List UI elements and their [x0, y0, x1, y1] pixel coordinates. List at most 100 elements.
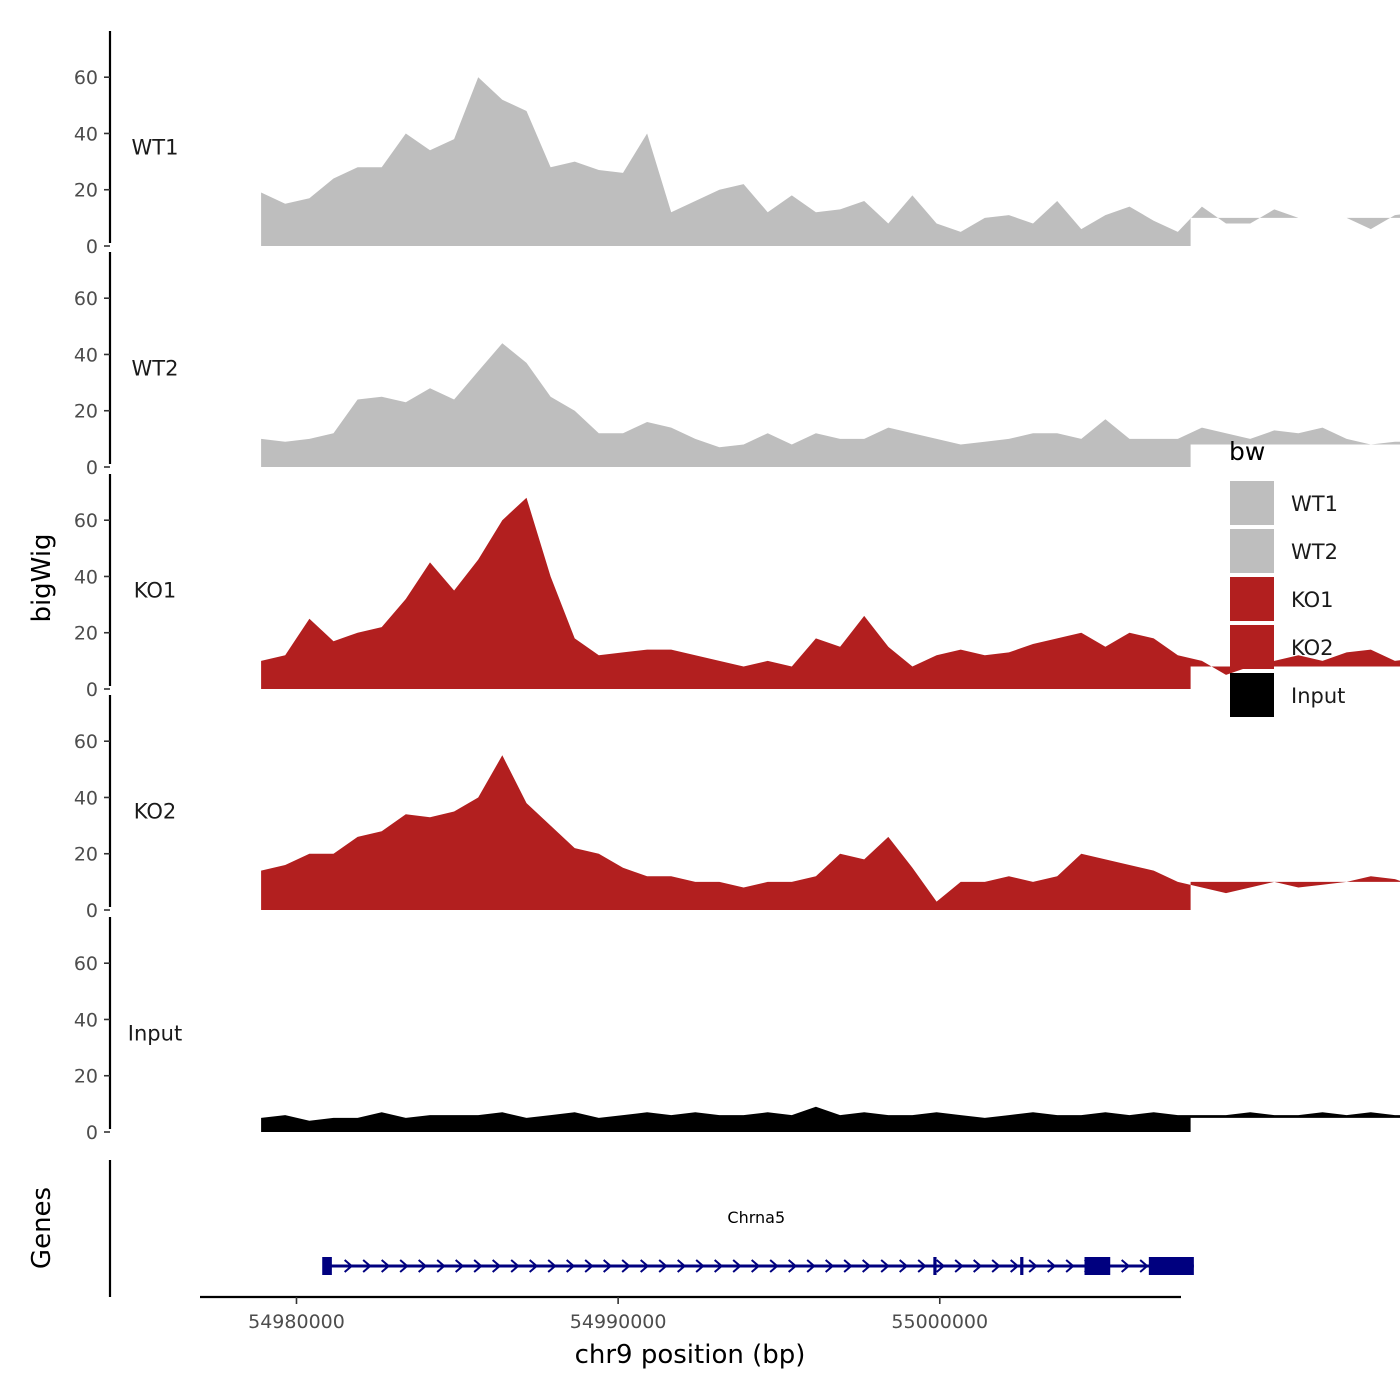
strand-chevron [862, 1259, 872, 1273]
strand-chevron [769, 1259, 779, 1273]
strand-chevron [973, 1259, 983, 1273]
strand-chevron [899, 1259, 909, 1273]
legend-swatch [1230, 481, 1274, 525]
x-axis-title: chr9 position (bp) [575, 1340, 806, 1370]
exon [322, 1257, 332, 1275]
y-tick-label: 60 [74, 731, 98, 753]
legend-title: bw [1229, 437, 1265, 466]
strand-chevron [492, 1259, 502, 1273]
strand-chevron [418, 1259, 428, 1273]
x-tick-label: 54990000 [570, 1311, 667, 1333]
strand-chevron [954, 1259, 964, 1273]
track-label: KO1 [134, 579, 177, 603]
track-wt1: 0 20 40 60 WT1 [74, 31, 1400, 258]
strand-chevron [880, 1259, 890, 1273]
strand-chevron [344, 1259, 354, 1273]
gene-label: Chrna5 [727, 1208, 785, 1227]
strand-chevron [788, 1259, 798, 1273]
strand-chevron [621, 1259, 631, 1273]
y-tick-label: 40 [74, 344, 98, 366]
track-ko1: 0 20 40 60 KO1 [74, 474, 1400, 701]
y-tick-label: 0 [86, 1122, 98, 1144]
legend: bw WT1 WT2 KO1 KO2 Input [1229, 437, 1345, 717]
exon [1148, 1257, 1194, 1275]
strand-chevron [566, 1259, 576, 1273]
strand-chevron [843, 1259, 853, 1273]
legend-swatch [1230, 577, 1274, 621]
legend-label: Input [1291, 684, 1345, 708]
area-wt2 [261, 343, 1400, 467]
y-tick-label: 20 [74, 844, 98, 866]
exon [933, 1257, 937, 1275]
y-axis-title: bigWig [27, 533, 57, 622]
strand-chevron [732, 1259, 742, 1273]
strand-chevron [399, 1259, 409, 1273]
x-axis: 54980000 54990000 55000000 [200, 1295, 1181, 1333]
y-tick-label: 20 [74, 623, 98, 645]
legend-entry: Input [1230, 673, 1345, 717]
track-label: KO2 [134, 800, 177, 824]
strand-chevron [381, 1259, 391, 1273]
strand-chevron [584, 1259, 594, 1273]
area-ko2 [261, 755, 1400, 910]
y-tick-label: 40 [74, 566, 98, 588]
strand-chevron [529, 1259, 539, 1273]
strand-chevron [473, 1259, 483, 1273]
legend-swatch [1230, 673, 1274, 717]
strand-chevron [547, 1259, 557, 1273]
strand-chevron [991, 1259, 1001, 1273]
strand-chevron [936, 1259, 946, 1273]
legend-label: KO2 [1291, 636, 1334, 660]
legend-label: KO1 [1291, 588, 1334, 612]
y-tick-label: 40 [74, 123, 98, 145]
track-label: WT2 [132, 357, 179, 381]
legend-label: WT2 [1291, 540, 1338, 564]
y-tick-label: 60 [74, 67, 98, 89]
legend-entry: WT2 [1230, 529, 1338, 573]
y-tick-label: 40 [74, 787, 98, 809]
strand-chevron [603, 1259, 613, 1273]
y-tick-label: 20 [74, 1066, 98, 1088]
strand-chevron [677, 1259, 687, 1273]
y-tick-label: 0 [86, 900, 98, 922]
strand-chevron [695, 1259, 705, 1273]
genes-track: Genes Chrna5 [27, 1160, 1194, 1297]
legend-swatch [1230, 625, 1274, 669]
strand-chevron [455, 1259, 465, 1273]
y-tick-label: 60 [74, 288, 98, 310]
strand-chevron [917, 1259, 927, 1273]
strand-chevron [1139, 1259, 1149, 1273]
strand-chevron [751, 1259, 761, 1273]
strand-chevron [714, 1259, 724, 1273]
strand-chevron [1028, 1259, 1038, 1273]
track-label: Input [128, 1022, 182, 1046]
y-tick-label: 0 [86, 679, 98, 701]
strand-chevron [510, 1259, 520, 1273]
strand-chevron [1010, 1259, 1020, 1273]
strand-chevron [806, 1259, 816, 1273]
y-tick-label: 0 [86, 457, 98, 479]
genes-track-title: Genes [27, 1187, 57, 1269]
y-tick-label: 40 [74, 1009, 98, 1031]
strand-chevron [825, 1259, 835, 1273]
y-tick-label: 60 [74, 953, 98, 975]
x-tick-label: 54980000 [248, 1311, 345, 1333]
track-ko2: 0 20 40 60 KO2 [74, 695, 1400, 922]
area-wt1 [261, 77, 1400, 246]
y-tick-label: 20 [74, 401, 98, 423]
strand-chevron [362, 1259, 372, 1273]
strand-chevron [1047, 1259, 1057, 1273]
area-input [261, 1106, 1400, 1132]
strand-chevron [1065, 1259, 1075, 1273]
legend-swatch [1230, 529, 1274, 573]
legend-entry: KO2 [1230, 625, 1334, 669]
strand-chevron [658, 1259, 668, 1273]
legend-entry: WT1 [1230, 481, 1338, 525]
legend-label: WT1 [1291, 492, 1338, 516]
strand-chevron [436, 1259, 446, 1273]
strand-chevron [1121, 1259, 1131, 1273]
track-wt2: 0 20 40 60 WT2 [74, 252, 1400, 479]
track-input: 0 20 40 60 Input [74, 917, 1400, 1144]
area-ko1 [261, 497, 1400, 689]
